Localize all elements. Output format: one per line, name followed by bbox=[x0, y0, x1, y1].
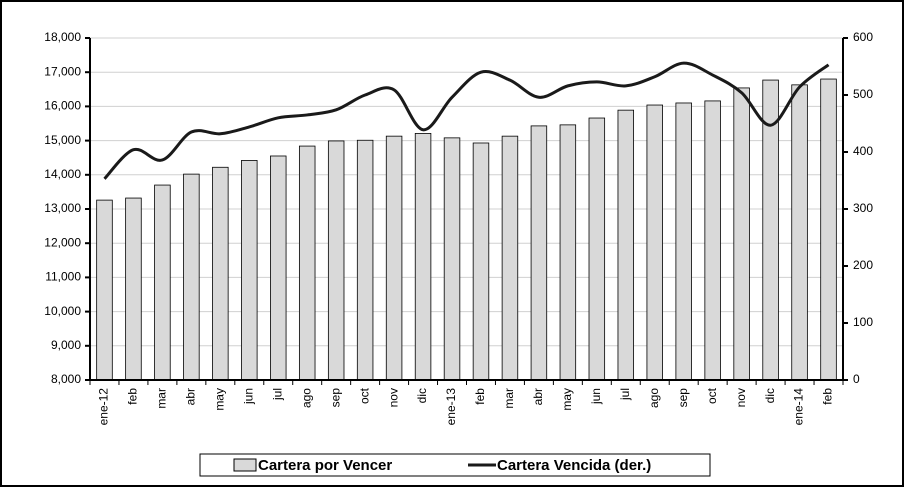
x-tick-label: nov bbox=[386, 388, 400, 407]
bar bbox=[820, 78, 837, 381]
x-tick-label: feb bbox=[473, 388, 487, 405]
x-tick-label: ene-14 bbox=[792, 388, 806, 426]
bar bbox=[183, 173, 200, 381]
x-tick-label: mar bbox=[155, 388, 169, 409]
x-tick-label: ene-13 bbox=[444, 388, 458, 426]
y-tick-label: 11,000 bbox=[45, 270, 81, 284]
x-tick-label: feb bbox=[126, 388, 140, 405]
y-tick-label: 8,000 bbox=[51, 372, 81, 386]
bar bbox=[501, 135, 519, 381]
y-tick-label: 10,000 bbox=[44, 304, 81, 318]
y-tick-label: 14,000 bbox=[44, 167, 81, 181]
bar bbox=[617, 109, 635, 381]
x-tick-label: may bbox=[560, 388, 574, 411]
bar bbox=[791, 84, 808, 381]
x-tick-label: abr bbox=[531, 388, 545, 405]
bar bbox=[472, 142, 490, 381]
x-tick-label: jul bbox=[270, 388, 284, 401]
bar bbox=[646, 104, 663, 381]
bar bbox=[675, 102, 692, 381]
x-tick-label: jun bbox=[589, 388, 603, 405]
y2-tick-label: 300 bbox=[853, 201, 873, 215]
bar bbox=[559, 124, 577, 381]
bar bbox=[704, 100, 721, 381]
x-tick-label: abr bbox=[184, 388, 198, 405]
x-tick-label: jun bbox=[241, 388, 255, 405]
bar bbox=[443, 137, 461, 381]
y-tick-label: 17,000 bbox=[44, 64, 81, 78]
y2-tick-label: 100 bbox=[853, 315, 873, 329]
legend-box bbox=[199, 453, 711, 477]
y2-tick-label: 200 bbox=[853, 258, 873, 272]
x-tick-label: oct bbox=[357, 387, 371, 404]
y-tick-label: 18,000 bbox=[44, 30, 81, 44]
x-tick-label: oct bbox=[705, 387, 719, 404]
x-tick-label: dic bbox=[763, 388, 777, 403]
y2-tick-label: 500 bbox=[853, 87, 873, 101]
x-tick-label: nov bbox=[734, 388, 748, 407]
x-tick-label: ene-12 bbox=[97, 388, 111, 426]
bar bbox=[530, 125, 548, 381]
bar bbox=[125, 197, 142, 381]
legend: Cartera por Vencer Cartera Vencida (der.… bbox=[199, 453, 711, 477]
x-tick-label: sep bbox=[328, 388, 342, 408]
bar bbox=[96, 199, 113, 381]
x-tick-label: ago bbox=[299, 388, 313, 408]
legend-label: Cartera por Vencer bbox=[258, 457, 392, 474]
bar bbox=[733, 87, 750, 381]
x-tick-label: may bbox=[212, 388, 226, 411]
y-tick-label: 15,000 bbox=[44, 133, 81, 147]
x-tick-label: mar bbox=[502, 388, 516, 409]
x-tick-label: feb bbox=[821, 388, 835, 405]
bar bbox=[298, 145, 316, 381]
y2-tick-label: 0 bbox=[853, 372, 860, 386]
bar bbox=[356, 139, 374, 381]
x-tick-label: jul bbox=[618, 388, 632, 401]
x-tick-label: ago bbox=[647, 388, 661, 408]
bar bbox=[385, 135, 403, 381]
bar bbox=[588, 117, 606, 381]
y-tick-label: 13,000 bbox=[44, 201, 81, 215]
bar bbox=[414, 133, 432, 381]
bar bbox=[241, 160, 258, 381]
x-tick-label: dic bbox=[415, 388, 429, 403]
line bbox=[103, 61, 830, 180]
y2-tick-label: 400 bbox=[853, 144, 873, 158]
y-tick-label: 12,000 bbox=[44, 235, 81, 249]
legend-swatch bbox=[233, 458, 257, 472]
y-tick-label: 16,000 bbox=[44, 99, 81, 113]
bar bbox=[154, 184, 171, 381]
y2-tick-label: 600 bbox=[853, 30, 873, 44]
bar bbox=[212, 166, 229, 381]
legend-label: Cartera Vencida (der.) bbox=[497, 457, 651, 474]
bar bbox=[270, 155, 287, 381]
y-tick-label: 9,000 bbox=[51, 338, 81, 352]
bar bbox=[327, 140, 345, 381]
x-tick-label: sep bbox=[676, 388, 690, 408]
